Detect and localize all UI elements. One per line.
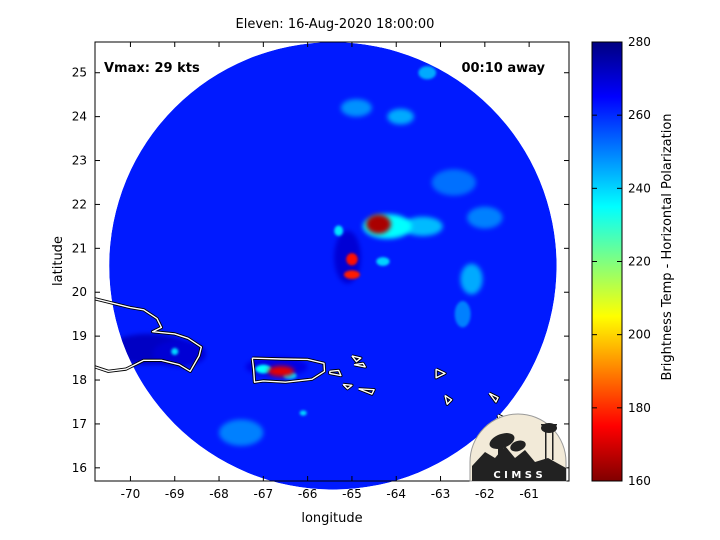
x-tick-label: -65 <box>342 487 362 501</box>
brightness-feature <box>402 216 443 237</box>
colorbar-tick-label: 200 <box>628 328 651 342</box>
brightness-feature <box>171 347 179 356</box>
satellite-dish-icon <box>489 433 515 449</box>
brightness-feature <box>454 301 471 328</box>
coastline <box>444 394 453 405</box>
brightness-feature <box>255 364 272 374</box>
chart-title: Eleven: 16-Aug-2020 18:00:00 <box>236 17 435 32</box>
coastline <box>358 388 375 395</box>
brightness-feature <box>346 253 358 266</box>
x-tick-label: -69 <box>165 487 185 501</box>
colorbar-tick-label: 240 <box>628 181 651 195</box>
tower-leg-right <box>552 432 554 460</box>
y-tick-label: 19 <box>72 329 87 343</box>
dish-stand <box>498 444 503 456</box>
coastline <box>488 392 499 403</box>
y-axis-ticks: 16 17 18 19 20 21 22 23 24 25 <box>72 66 569 475</box>
brightness-feature <box>219 419 264 446</box>
swath-background <box>109 42 557 490</box>
x-axis-label: longitude <box>301 511 362 526</box>
x-tick-label: -64 <box>386 487 406 501</box>
logo-terrain <box>472 446 566 481</box>
brightness-feature <box>418 66 437 80</box>
x-axis-ticks: -70 -69 -68 -67 -66 -65 -64 -63 -62 -61 <box>121 42 539 501</box>
x-tick-label: -61 <box>519 487 539 501</box>
y-tick-label: 17 <box>72 417 87 431</box>
tower-leg-left <box>545 432 547 460</box>
tower-rail <box>541 424 557 426</box>
coastline <box>329 369 342 377</box>
y-axis-label: latitude <box>51 236 66 286</box>
plot-frame <box>94 41 570 482</box>
colorbar-tick-label: 280 <box>628 35 651 49</box>
coastline <box>351 355 362 363</box>
brightness-feature <box>376 257 390 266</box>
brightness-feature <box>387 108 414 125</box>
y-tick-label: 24 <box>72 110 87 124</box>
y-tick-label: 25 <box>72 66 87 80</box>
logo-text: C I M S S <box>493 470 542 481</box>
coastline <box>353 362 366 368</box>
y-tick-label: 23 <box>72 154 87 168</box>
brightness-feature <box>467 206 503 229</box>
y-tick-label: 16 <box>72 461 87 475</box>
brightness-feature <box>366 214 391 234</box>
colorbar-label: Brightness Temp - Horizontal Polarizatio… <box>660 113 675 380</box>
coastline <box>94 298 202 372</box>
y-tick-label: 20 <box>72 285 87 299</box>
brightness-feature <box>334 225 344 237</box>
y-tick-label: 21 <box>72 241 87 255</box>
colorbar-tick-label: 160 <box>628 474 651 488</box>
brightness-swath <box>109 42 557 490</box>
y-tick-label: 18 <box>72 373 87 387</box>
colorbar-tick-label: 220 <box>628 255 651 269</box>
colorbar-tick-label: 260 <box>628 108 651 122</box>
brightness-feature <box>431 169 476 196</box>
brightness-feature <box>267 365 295 377</box>
brightness-feature <box>299 410 307 416</box>
x-tick-label: -68 <box>209 487 229 501</box>
x-tick-label: -70 <box>121 487 141 501</box>
coastline <box>251 357 326 383</box>
x-tick-label: -62 <box>475 487 495 501</box>
coastlines <box>94 297 511 463</box>
brightness-feature <box>340 99 372 117</box>
x-tick-label: -63 <box>431 487 451 501</box>
x-tick-label: -66 <box>298 487 318 501</box>
time-away-annotation: 00:10 away <box>461 61 545 76</box>
small-dish-icon <box>510 440 526 452</box>
swath-features <box>109 66 503 446</box>
brightness-feature <box>343 270 360 280</box>
vmax-annotation: Vmax: 29 kts <box>104 61 200 76</box>
colorbar-ticks: 160 180 200 220 240 260 280 <box>592 35 651 488</box>
brightness-feature <box>460 263 483 295</box>
colorbar-tick-label: 180 <box>628 401 651 415</box>
y-tick-label: 22 <box>72 197 87 211</box>
coastline <box>435 368 446 379</box>
x-tick-label: -67 <box>254 487 274 501</box>
cimss-logo: C I M S S <box>469 413 567 482</box>
coastline <box>342 383 353 390</box>
